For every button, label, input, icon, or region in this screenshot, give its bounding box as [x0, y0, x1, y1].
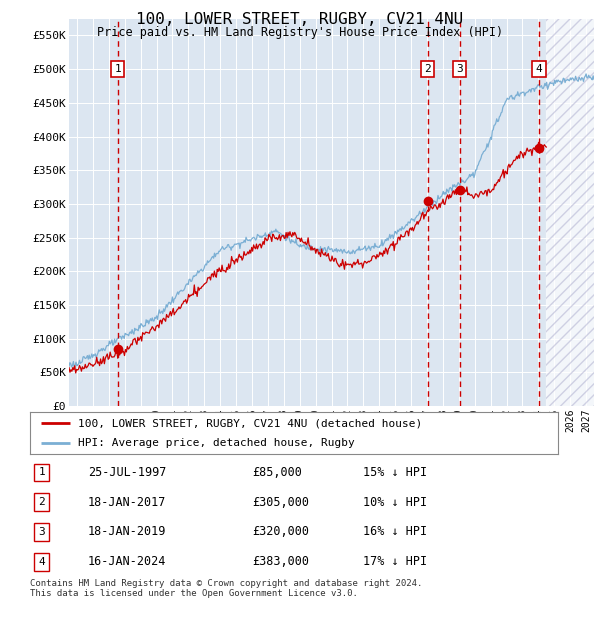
- Text: HPI: Average price, detached house, Rugby: HPI: Average price, detached house, Rugb…: [77, 438, 354, 448]
- Text: 100, LOWER STREET, RUGBY, CV21 4NU: 100, LOWER STREET, RUGBY, CV21 4NU: [136, 12, 464, 27]
- Text: £383,000: £383,000: [252, 556, 309, 568]
- Text: 10% ↓ HPI: 10% ↓ HPI: [362, 496, 427, 508]
- Text: 3: 3: [456, 64, 463, 74]
- Text: £320,000: £320,000: [252, 526, 309, 538]
- Text: £85,000: £85,000: [252, 466, 302, 479]
- Text: 25-JUL-1997: 25-JUL-1997: [88, 466, 166, 479]
- Text: 1: 1: [38, 467, 45, 477]
- Bar: [546, 19, 594, 406]
- Text: Price paid vs. HM Land Registry's House Price Index (HPI): Price paid vs. HM Land Registry's House …: [97, 26, 503, 39]
- Text: £305,000: £305,000: [252, 496, 309, 508]
- Text: 4: 4: [536, 64, 542, 74]
- Text: 16-JAN-2024: 16-JAN-2024: [88, 556, 166, 568]
- Text: 18-JAN-2019: 18-JAN-2019: [88, 526, 166, 538]
- Text: 15% ↓ HPI: 15% ↓ HPI: [362, 466, 427, 479]
- Text: 2: 2: [38, 497, 45, 507]
- Text: 17% ↓ HPI: 17% ↓ HPI: [362, 556, 427, 568]
- Bar: [546, 19, 594, 406]
- Text: 18-JAN-2017: 18-JAN-2017: [88, 496, 166, 508]
- Text: Contains HM Land Registry data © Crown copyright and database right 2024.
This d: Contains HM Land Registry data © Crown c…: [30, 579, 422, 598]
- Text: 2: 2: [424, 64, 431, 74]
- Text: 100, LOWER STREET, RUGBY, CV21 4NU (detached house): 100, LOWER STREET, RUGBY, CV21 4NU (deta…: [77, 418, 422, 428]
- Text: 4: 4: [38, 557, 45, 567]
- Text: 1: 1: [115, 64, 121, 74]
- Text: 16% ↓ HPI: 16% ↓ HPI: [362, 526, 427, 538]
- Text: 3: 3: [38, 527, 45, 537]
